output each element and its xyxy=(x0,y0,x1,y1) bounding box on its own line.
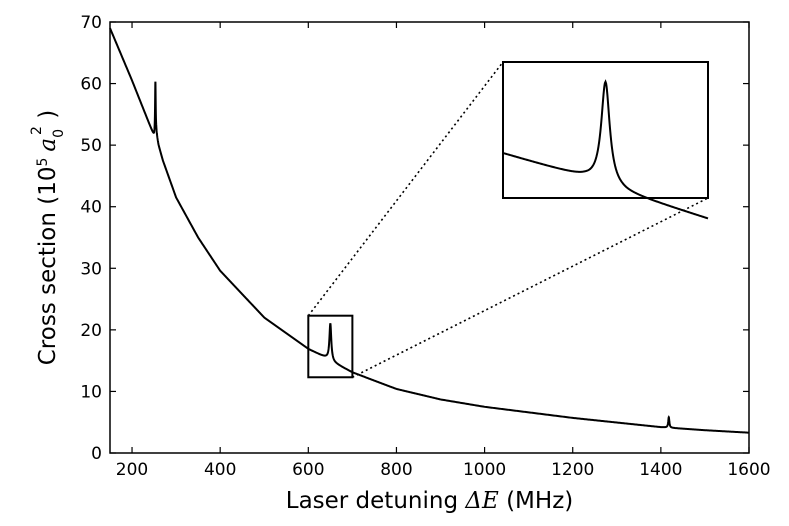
y-tick-label: 60 xyxy=(80,75,102,95)
x-axis-title: Laser detuning ΔE (MHz) xyxy=(286,488,574,514)
axes-frame xyxy=(109,21,750,454)
x-tick-label: 1000 xyxy=(463,460,506,480)
y-axis-ticks: 0 10 20 30 40 50 60 70 xyxy=(80,13,749,464)
x-tick-label: 400 xyxy=(204,460,236,480)
inset-curve xyxy=(502,79,709,220)
x-tick-label: 1400 xyxy=(639,460,682,480)
y-tick-label: 40 xyxy=(80,198,102,218)
inset-frame xyxy=(502,61,709,199)
y-tick-label: 20 xyxy=(80,321,102,341)
y-tick-label: 50 xyxy=(80,136,102,156)
inset-panel xyxy=(502,61,709,220)
zoom-box xyxy=(307,314,354,379)
y-tick-label: 10 xyxy=(80,382,102,402)
x-tick-label: 800 xyxy=(380,460,412,480)
y-axis-title: Cross section (105a02 ) xyxy=(29,110,67,366)
y-tick-label: 30 xyxy=(80,259,102,279)
cross-section-curve xyxy=(109,27,750,434)
x-tick-label: 1600 xyxy=(727,460,770,480)
x-axis-ticks: 200 400 600 800 1000 1200 1400 1600 xyxy=(116,22,771,480)
x-tick-label: 200 xyxy=(116,460,148,480)
zoom-connector-lines xyxy=(307,61,709,378)
zoom-connector-line xyxy=(352,197,709,378)
y-tick-label: 70 xyxy=(80,13,102,33)
zoom-connector-line xyxy=(307,61,504,317)
x-tick-label: 600 xyxy=(292,460,324,480)
y-tick-label: 0 xyxy=(91,444,102,464)
x-tick-label: 1200 xyxy=(551,460,594,480)
